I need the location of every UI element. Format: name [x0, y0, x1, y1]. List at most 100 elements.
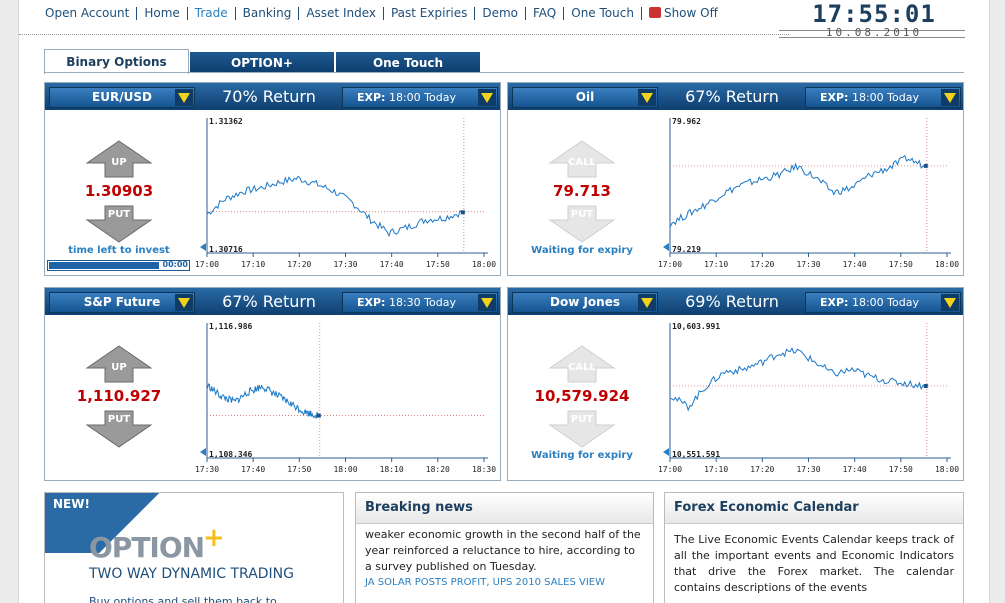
option-panel-oil: Oil 67% Return EXP: 18:00 Today CALL 79.713 P…	[507, 82, 964, 276]
option-panel-eur-usd: EUR/USD 70% Return EXP: 18:00 Today UP 1.309…	[44, 82, 501, 276]
chevron-down-icon[interactable]	[175, 89, 193, 106]
expiry-dropdown[interactable]: EXP: 18:30 Today	[342, 292, 498, 313]
trade-controls: UP 1,110.927 PUT	[45, 315, 193, 480]
nav-one-touch[interactable]: One Touch	[563, 7, 641, 20]
current-price: 1.30903	[84, 182, 154, 200]
x-tick-label: 17:40	[843, 260, 867, 269]
chevron-down-icon[interactable]	[638, 89, 656, 106]
y-top-label: 79.962	[672, 117, 701, 126]
clock-date: 10.08.2010	[825, 26, 923, 39]
call-label: CALL	[568, 157, 596, 168]
clock-time: 17:55:01	[812, 0, 936, 28]
x-tick-label: 18:00	[472, 260, 496, 269]
call-button[interactable]: CALL	[548, 140, 616, 178]
y-bottom-label: 10,551.591	[672, 450, 720, 459]
chart-svg: 17:00 17:10 17:20 17:30 17:40 17:50 18:00 79.96…	[656, 110, 962, 275]
nav-past-expiries[interactable]: Past Expiries	[382, 7, 474, 20]
last-price-marker	[460, 210, 465, 215]
call-button[interactable]: CALL	[548, 345, 616, 383]
x-tick-label: 17:20	[750, 260, 774, 269]
scroll-left-icon	[200, 448, 206, 456]
calendar-title: Forex Economic Calendar	[665, 493, 963, 524]
current-price: 1,110.927	[76, 387, 162, 405]
asset-dropdown[interactable]: Dow Jones	[512, 292, 658, 313]
x-tick-label: 17:40	[241, 465, 265, 474]
x-tick-label: 17:10	[241, 260, 265, 269]
x-tick-label: 17:40	[380, 260, 404, 269]
nav-open-account[interactable]: Open Account	[45, 6, 130, 20]
news-headline-link[interactable]: JA SOLAR POSTS PROFIT, UPS 2010 SALES VI…	[365, 577, 605, 588]
tab-option-plus[interactable]: OPTION+	[190, 52, 334, 73]
sound-toggle[interactable]: Show Off	[640, 7, 725, 20]
put-button[interactable]: PUT	[85, 205, 153, 243]
tab-one-touch[interactable]: One Touch	[336, 52, 480, 73]
expiry-dropdown[interactable]: EXP: 18:00 Today	[805, 87, 961, 108]
time-left-label: time left to invest	[68, 245, 170, 256]
up-button[interactable]: UP	[85, 140, 153, 178]
x-tick-label: 17:50	[889, 260, 913, 269]
tab-binary-options[interactable]: Binary Options	[44, 49, 189, 74]
arrow-down-icon	[85, 410, 153, 448]
plus-icon: +	[203, 523, 225, 553]
chart-svg: 17:00 17:10 17:20 17:30 17:40 17:50 18:00 10,60…	[656, 315, 962, 480]
x-tick-label: 18:20	[426, 465, 450, 474]
y-top-label: 1.31362	[209, 117, 243, 126]
call-label: UP	[111, 362, 127, 373]
expiry-value: 18:00 Today	[388, 91, 456, 104]
expiry-label: EXP:	[820, 91, 849, 104]
price-series-line	[669, 347, 925, 412]
put-label: PUT	[107, 209, 131, 220]
expiry-dropdown[interactable]: EXP: 18:00 Today	[342, 87, 498, 108]
nav-home[interactable]: Home	[136, 7, 186, 20]
nav-asset-index[interactable]: Asset Index	[298, 7, 383, 20]
breaking-news-box: Breaking news weaker economic growth in …	[355, 492, 654, 603]
chart-svg: 17:30 17:40 17:50 18:00 18:10 18:20 18:30 1,116…	[193, 315, 499, 480]
chevron-down-icon[interactable]	[638, 294, 656, 311]
option-panel-dow-jones: Dow Jones 69% Return EXP: 18:00 Today CALL 1…	[507, 287, 964, 481]
put-label: PUT	[570, 209, 594, 220]
x-tick-label: 17:00	[658, 260, 682, 269]
option-plus-promo[interactable]: NEW! OPTION + TWO WAY DYNAMIC TRADING Bu…	[44, 492, 344, 603]
put-button[interactable]: PUT	[548, 410, 616, 448]
nav-banking[interactable]: Banking	[234, 7, 299, 20]
call-label: CALL	[568, 362, 596, 373]
arrow-down-icon	[548, 205, 616, 243]
expiry-value: 18:00 Today	[851, 91, 919, 104]
nav-divider	[19, 34, 789, 35]
waiting-label: Waiting for expiry	[531, 245, 633, 256]
price-chart: 17:00 17:10 17:20 17:30 17:40 17:50 18:00 1.313…	[193, 110, 499, 275]
asset-dropdown[interactable]: Oil	[512, 87, 658, 108]
put-button[interactable]: PUT	[548, 205, 616, 243]
put-button[interactable]: PUT	[85, 410, 153, 448]
chevron-down-icon[interactable]	[941, 89, 959, 106]
expiry-dropdown[interactable]: EXP: 18:00 Today	[805, 292, 961, 313]
current-price: 79.713	[553, 182, 611, 200]
x-tick-label: 18:00	[333, 465, 357, 474]
expiry-label: EXP:	[357, 296, 386, 309]
last-price-marker	[316, 413, 321, 418]
chevron-down-icon[interactable]	[478, 294, 496, 311]
x-tick-label: 17:40	[843, 465, 867, 474]
nav-trade[interactable]: Trade	[186, 7, 235, 20]
x-tick-label: 17:20	[750, 465, 774, 474]
chevron-down-icon[interactable]	[175, 294, 193, 311]
up-button[interactable]: UP	[85, 345, 153, 383]
chevron-down-icon[interactable]	[941, 294, 959, 311]
promo-teaser: Buy options and sell them back to	[89, 595, 277, 603]
promo-ribbon	[45, 493, 175, 553]
arrow-up-icon	[548, 140, 616, 178]
x-tick-label: 17:30	[333, 260, 357, 269]
x-tick-label: 18:30	[472, 465, 496, 474]
nav-demo[interactable]: Demo	[474, 7, 525, 20]
news-title: Breaking news	[356, 493, 653, 524]
asset-dropdown[interactable]: EUR/USD	[49, 87, 195, 108]
trade-controls: UP 1.30903 PUT time left to invest 00:00	[45, 110, 193, 275]
asset-dropdown[interactable]: S&P Future	[49, 292, 195, 313]
asset-label: Dow Jones	[549, 295, 620, 309]
x-tick-label: 17:00	[658, 465, 682, 474]
waiting-label: Waiting for expiry	[531, 450, 633, 461]
y-top-label: 1,116.986	[209, 322, 253, 331]
nav-faq[interactable]: FAQ	[525, 7, 563, 20]
y-bottom-label: 1,108.346	[209, 450, 253, 459]
chevron-down-icon[interactable]	[478, 89, 496, 106]
